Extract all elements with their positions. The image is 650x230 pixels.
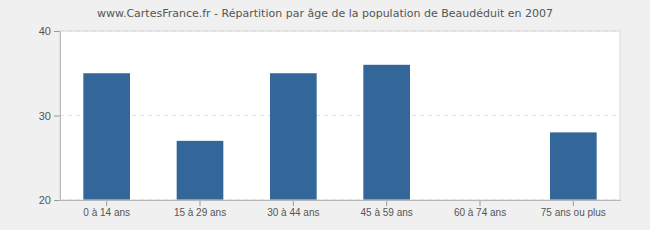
x-tick-label: 75 ans ou plus — [541, 207, 606, 218]
bar — [550, 132, 597, 200]
plot: 20 30 40 0 à 14 ans 15 à 29 ans 30 à 44 ans 45… — [39, 25, 621, 218]
x-tick-mark — [573, 200, 574, 206]
y-tick-label: 40 — [39, 25, 51, 37]
bar — [177, 141, 224, 200]
bar — [363, 65, 410, 200]
x-tick-mark — [200, 200, 201, 206]
x-tick-mark — [106, 200, 107, 206]
bars — [83, 65, 596, 200]
x-tick-label: 60 à 74 ans — [454, 207, 506, 218]
x-tick-label: 0 à 14 ans — [83, 207, 130, 218]
background — [0, 0, 650, 230]
y-tick: 20 — [39, 194, 60, 206]
plot-frame — [60, 31, 620, 200]
y-tick-mark — [54, 116, 60, 117]
bar — [83, 73, 130, 200]
x-tick: 60 à 74 ans — [454, 200, 506, 218]
x-tick: 30 à 44 ans — [267, 200, 319, 218]
x-tick-label: 45 à 59 ans — [361, 207, 413, 218]
grid — [60, 31, 620, 200]
grid-line — [60, 115, 620, 116]
bar — [270, 73, 317, 200]
y-tick-mark — [54, 200, 60, 201]
y-tick-mark — [54, 31, 60, 32]
x-tick-mark — [480, 200, 481, 206]
x-tick: 75 ans ou plus — [541, 200, 606, 218]
y-tick: 40 — [39, 25, 60, 37]
x-tick-label: 15 à 29 ans — [174, 207, 226, 218]
x-tick-label: 30 à 44 ans — [267, 207, 319, 218]
x-tick: 0 à 14 ans — [83, 200, 130, 218]
title: www.CartesFrance.fr - Répartition par âg… — [97, 7, 553, 20]
plot-area — [60, 31, 620, 200]
x-tick-mark — [293, 200, 294, 206]
x-tick: 15 à 29 ans — [174, 200, 226, 218]
y-tick-label: 20 — [39, 194, 51, 206]
y-tick: 30 — [39, 110, 60, 122]
chart: www.CartesFrance.fr - Répartition par âg… — [0, 0, 650, 230]
x-tick-mark — [386, 200, 387, 206]
y-axis: 20 30 40 — [39, 25, 61, 206]
x-axis: 0 à 14 ans 15 à 29 ans 30 à 44 ans 45 à 59 … — [61, 200, 621, 218]
x-tick: 45 à 59 ans — [361, 200, 413, 218]
y-tick-label: 30 — [39, 110, 51, 122]
